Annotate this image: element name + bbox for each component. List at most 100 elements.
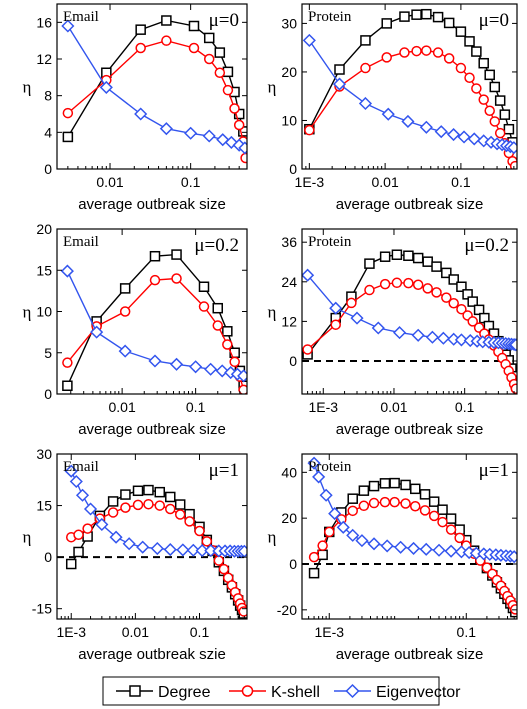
data-point-k-shell [358, 500, 370, 512]
data-point-degree [431, 261, 442, 272]
network-label: Email [63, 459, 99, 475]
x-tick-label: 1E-3 [56, 624, 86, 640]
data-point-k-shell [171, 273, 182, 284]
data-point-eigenvector [381, 107, 395, 121]
data-point-eigenvector [446, 127, 461, 142]
y-tick-label: 24 [281, 274, 297, 290]
data-point-degree [411, 9, 422, 20]
legend-label-degree: Degree [158, 684, 211, 701]
data-point-k-shell [455, 62, 467, 74]
data-point-degree [73, 546, 84, 558]
data-point-k-shell [389, 496, 400, 508]
data-point-k-shell [82, 523, 93, 534]
data-point-k-shell [132, 499, 144, 511]
data-point-eigenvector [432, 543, 446, 557]
y-tick-label: 10 [36, 304, 52, 320]
data-point-k-shell [410, 501, 421, 512]
data-point-degree [410, 483, 421, 495]
data-point-k-shell [135, 42, 146, 54]
y-tick-label: 0 [44, 549, 52, 565]
data-point-k-shell [229, 103, 240, 114]
data-point-eigenvector [150, 541, 164, 556]
chart-panel-5: -15 0 15 30 1E-3 0.01 0.1 average outbreak szie… [23, 446, 248, 663]
data-point-k-shell [317, 540, 328, 551]
data-point-degree [379, 478, 391, 489]
data-point-eigenvector [302, 33, 316, 47]
data-point-degree [135, 24, 146, 35]
x-tick-label: 0.01 [96, 174, 123, 190]
data-point-k-shell [120, 502, 131, 513]
data-point-degree [428, 496, 440, 507]
chart-panels: 0 4 8 12 16 0.01 0.1 average outbreak size η Emai… [23, 3, 518, 663]
data-point-eigenvector [90, 325, 104, 339]
data-point-eigenvector [346, 528, 360, 542]
data-point-degree [400, 479, 411, 491]
data-point-k-shell [233, 119, 245, 131]
data-point-eigenvector [507, 141, 517, 155]
data-point-k-shell [214, 67, 226, 78]
y-tick-label: 5 [44, 345, 52, 361]
data-point-degree [203, 32, 215, 44]
data-point-k-shell [161, 35, 172, 46]
y-tick-label: -15 [32, 601, 52, 617]
data-point-k-shell [73, 529, 84, 541]
data-point-k-shell [165, 503, 176, 515]
data-point-eigenvector [411, 328, 425, 342]
series-line-eigenvector [67, 25, 246, 149]
data-point-degree [456, 281, 467, 292]
legend-entry-kshell: K-shell [229, 684, 320, 701]
data-point-degree [214, 47, 226, 58]
x-tick-label: 0.01 [109, 399, 136, 415]
data-point-degree [467, 296, 478, 307]
data-point-eigenvector [61, 19, 75, 33]
data-point-k-shell [194, 525, 205, 537]
mu-label: μ=1 [479, 460, 509, 481]
y-tick-label: -20 [277, 602, 297, 618]
data-point-k-shell [174, 509, 186, 520]
data-point-eigenvector [75, 488, 90, 502]
network-label: Protein [308, 234, 352, 250]
data-point-k-shell [203, 53, 215, 65]
y-tick-label: 30 [281, 15, 297, 31]
data-point-degree [317, 549, 328, 561]
y-tick-label: 40 [281, 464, 297, 480]
data-point-degree [188, 20, 200, 32]
data-point-degree [412, 252, 424, 264]
data-point-k-shell [454, 532, 465, 544]
data-point-eigenvector [238, 141, 247, 155]
data-point-degree [308, 567, 320, 579]
chart-panel-1: 0 4 8 12 16 0.01 0.1 average outbreak size η Emai… [23, 3, 248, 213]
y-tick-label: 0 [289, 353, 297, 369]
y-tick-label: 0 [289, 161, 297, 177]
data-point-k-shell [448, 298, 459, 309]
data-point-k-shell [240, 152, 247, 164]
chart-panel-4: 0 12 24 36 1E-3 0.01 0.1 average outbreak size η… [268, 228, 518, 438]
plot-frame [56, 3, 248, 170]
data-point-eigenvector [329, 301, 343, 315]
data-point-eigenvector [237, 369, 247, 383]
data-point-degree [119, 283, 131, 294]
data-point-degree [154, 486, 166, 498]
data-point-eigenvector [184, 126, 198, 140]
data-point-degree [471, 46, 482, 57]
data-point-eigenvector [328, 507, 342, 521]
data-point-k-shell [360, 62, 371, 74]
data-point-degree [132, 485, 144, 497]
data-point-k-shell [510, 383, 517, 394]
y-tick-label: 20 [281, 510, 297, 526]
data-point-degree [441, 267, 452, 279]
mu-label: μ=0.2 [194, 235, 239, 256]
data-point-eigenvector [367, 537, 381, 551]
data-point-eigenvector [336, 520, 350, 534]
circle-marker-icon [241, 685, 254, 697]
y-axis-title: η [268, 528, 277, 547]
y-axis-title: η [23, 78, 32, 97]
mu-label: μ=0 [479, 10, 509, 31]
data-point-k-shell [107, 507, 119, 518]
data-point-degree [443, 17, 455, 29]
data-point-k-shell [443, 53, 455, 64]
data-point-degree [347, 493, 358, 504]
data-point-degree [489, 81, 501, 93]
plot-frame [301, 3, 518, 170]
data-point-eigenvector [302, 268, 315, 282]
